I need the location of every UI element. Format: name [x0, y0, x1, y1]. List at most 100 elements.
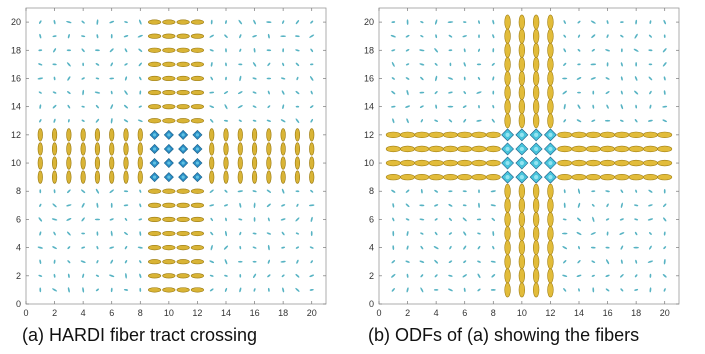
y-tick-label: 20	[364, 17, 374, 27]
noise-odf-glyph	[448, 260, 453, 263]
noise-odf-glyph	[435, 34, 438, 39]
fiber-odf-glyph	[532, 99, 540, 115]
noise-odf-glyph	[124, 231, 128, 236]
noise-odf-glyph	[478, 104, 480, 109]
noise-odf-glyph	[109, 77, 115, 80]
noise-odf-glyph	[66, 49, 71, 52]
fiber-odf-glyph	[518, 183, 526, 199]
fiber-odf-glyph	[176, 259, 190, 265]
noise-odf-glyph	[563, 48, 567, 53]
noise-odf-glyph	[663, 188, 666, 194]
noise-odf-glyph	[52, 246, 57, 250]
noise-odf-glyph	[405, 105, 411, 108]
noise-odf-glyph	[109, 274, 115, 278]
fiber-odf-glyph	[147, 216, 162, 223]
fiber-odf-glyph	[190, 89, 205, 96]
noise-odf-glyph	[590, 20, 596, 24]
noise-odf-glyph	[620, 76, 623, 81]
fiber-odf-glyph	[532, 183, 540, 199]
fiber-odf-glyph	[518, 197, 526, 213]
noise-odf-glyph	[620, 104, 624, 110]
noise-odf-glyph	[39, 189, 42, 194]
noise-odf-glyph	[96, 34, 99, 39]
fiber-odf-glyph	[147, 61, 162, 67]
noise-odf-glyph	[562, 90, 567, 95]
fiber-odf-glyph	[471, 173, 487, 181]
fiber-odf-glyph	[471, 159, 487, 167]
x-tick-label: 20	[660, 308, 670, 318]
noise-odf-glyph	[477, 76, 481, 81]
noise-odf-glyph	[419, 49, 425, 52]
noise-odf-glyph	[405, 34, 410, 38]
fiber-odf-glyph	[532, 85, 540, 101]
noise-odf-glyph	[209, 49, 214, 52]
fiber-odf-glyph	[147, 188, 162, 194]
fiber-odf-glyph	[532, 240, 540, 256]
fiber-odf-glyph	[223, 142, 229, 156]
noise-odf-glyph	[237, 190, 243, 193]
fiber-odf-glyph	[66, 156, 72, 170]
noise-odf-glyph	[605, 49, 610, 52]
fiber-odf-glyph	[642, 131, 658, 139]
noise-odf-glyph	[209, 274, 214, 277]
fiber-odf-glyph	[37, 156, 43, 170]
noise-odf-glyph	[649, 104, 652, 109]
noise-odf-glyph	[492, 90, 495, 95]
figure-panel-b: 0 2 4 6 8 10 12 14 16 18 20 0 2 4 6 8 10 12 14 16 18 20 (b) O…	[352, 0, 705, 354]
noise-odf-glyph	[39, 203, 42, 207]
fiber-odf-glyph	[600, 145, 616, 153]
fiber-odf-glyph	[66, 170, 72, 184]
noise-odf-glyph	[266, 119, 271, 122]
y-tick-label: 12	[364, 130, 374, 140]
noise-odf-glyph	[52, 91, 57, 94]
crossing-odf-glyph	[501, 170, 514, 184]
crossing-odf-glyph	[501, 156, 514, 170]
noise-odf-glyph	[51, 218, 58, 221]
noise-odf-glyph	[649, 20, 652, 24]
fiber-odf-glyph	[251, 156, 258, 170]
noise-odf-glyph	[239, 75, 242, 82]
noise-odf-glyph	[139, 287, 142, 292]
noise-odf-glyph	[577, 104, 581, 109]
noise-odf-glyph	[448, 91, 453, 94]
fiber-odf-glyph	[504, 113, 511, 129]
noise-odf-glyph	[209, 189, 214, 193]
noise-odf-glyph	[434, 119, 439, 122]
noise-odf-glyph	[109, 246, 115, 249]
fiber-odf-glyph	[190, 245, 205, 251]
fiber-odf-glyph	[251, 142, 258, 156]
noise-odf-glyph	[591, 34, 596, 39]
fiber-odf-glyph	[457, 173, 473, 181]
crossing-odf-glyph	[163, 158, 174, 169]
noise-odf-glyph	[663, 231, 666, 236]
noise-odf-glyph	[477, 288, 481, 292]
fiber-odf-glyph	[294, 142, 301, 156]
noise-odf-glyph	[82, 287, 85, 293]
crossing-odf-glyph	[178, 129, 189, 140]
noise-odf-glyph	[124, 259, 128, 264]
noise-odf-glyph	[95, 274, 99, 277]
noise-odf-glyph	[52, 35, 57, 38]
crossing-odf-glyph	[501, 142, 514, 156]
x-tick-label: 8	[491, 308, 496, 318]
noise-odf-glyph	[605, 218, 610, 221]
noise-odf-glyph	[282, 62, 285, 67]
noise-odf-glyph	[281, 231, 285, 236]
crossing-odf-glyph	[178, 172, 189, 183]
fiber-odf-glyph	[532, 268, 540, 284]
fiber-odf-glyph	[504, 268, 511, 284]
noise-odf-glyph	[124, 63, 128, 66]
crossing-odf-glyph	[149, 129, 160, 140]
noise-odf-glyph	[477, 273, 481, 279]
fiber-odf-glyph	[547, 28, 554, 44]
noise-odf-glyph	[491, 274, 496, 278]
noise-odf-glyph	[463, 91, 466, 95]
noise-odf-glyph	[434, 259, 439, 264]
noise-odf-glyph	[123, 288, 129, 291]
noise-odf-glyph	[463, 76, 466, 81]
noise-odf-glyph	[80, 260, 86, 263]
fiber-odf-glyph	[162, 230, 176, 237]
fiber-odf-glyph	[504, 282, 511, 298]
noise-odf-glyph	[405, 189, 410, 193]
fiber-odf-glyph	[80, 170, 86, 184]
